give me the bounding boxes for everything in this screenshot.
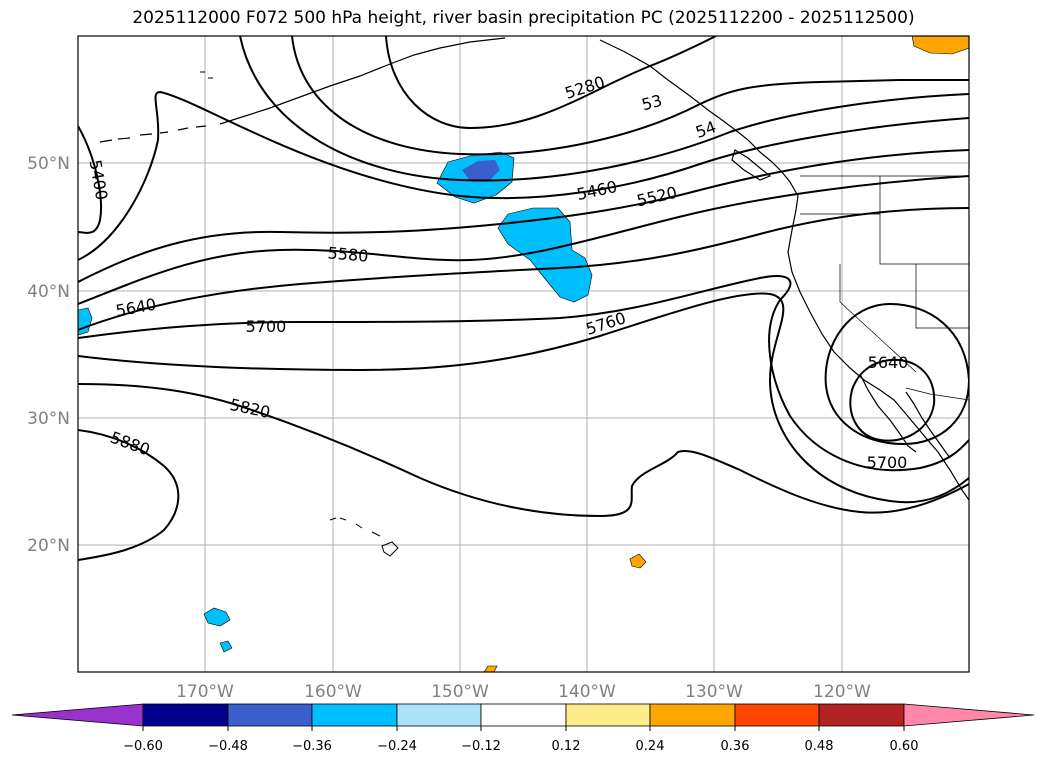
contour-label-5520: 5520	[635, 183, 679, 211]
colorbar-bin-3	[311, 703, 398, 727]
colorbar	[11, 703, 1035, 727]
colorbar-bin-8	[734, 703, 820, 727]
map-frame	[77, 35, 970, 673]
colorbar-under-arrow	[11, 703, 144, 727]
precip-negative-west-edge	[78, 307, 93, 336]
alaska-panhandle-coast	[599, 39, 749, 141]
colorbar-bin-9	[818, 703, 905, 727]
lon-label-130w: 130°W	[685, 682, 743, 702]
precip-negative-south-b	[219, 640, 233, 653]
us-mexico-border	[905, 387, 969, 401]
precip-positive-subtropical	[629, 553, 647, 569]
contour-5760	[78, 292, 969, 504]
northwest-island-cluster	[200, 71, 213, 79]
contour-5640-low	[824, 302, 969, 446]
hawaii-islands	[329, 517, 399, 557]
colorbar-tick-9: 0.48	[805, 739, 834, 754]
colorbar-bin-4	[396, 703, 482, 727]
contour-5700	[78, 275, 969, 472]
state-borders	[800, 176, 969, 373]
north-america-west-coast	[747, 139, 969, 501]
contour-5580	[78, 175, 969, 305]
contour-label-5640-low: 5640	[868, 353, 909, 372]
contour-5400	[239, 36, 969, 182]
contour-5520	[78, 149, 969, 283]
contour-label-5580: 5580	[327, 243, 369, 265]
lat-label-20n: 20°N	[27, 536, 70, 556]
gulf-of-california-coast	[905, 391, 951, 459]
latitude-labels: 50°N 40°N 30°N 20°N	[27, 154, 70, 556]
contour-label-5700: 5700	[246, 317, 287, 336]
contour-5640	[78, 207, 969, 331]
contour-label-5880: 5880	[108, 428, 153, 460]
gridlines	[78, 36, 969, 672]
contour-label-5460: 5460	[575, 177, 619, 204]
aleutian-islands	[99, 125, 207, 143]
colorbar-tick-marks	[142, 726, 905, 731]
precipitation-areas	[78, 36, 969, 672]
contour-label-5700-low: 5700	[867, 453, 908, 472]
colorbar-tick-7: 0.24	[636, 739, 665, 754]
lon-label-170w: 170°W	[176, 682, 234, 702]
precip-negative-south-a	[203, 607, 231, 627]
colorbar-over-arrow	[903, 703, 1035, 727]
contour-label-53: 53	[640, 91, 665, 115]
colorbar-tick-1: −0.60	[123, 739, 163, 754]
map-title: 2025112000 F072 500 hPa height, river ba…	[132, 8, 915, 28]
lon-label-160w: 160°W	[304, 682, 362, 702]
contour-5340	[291, 36, 969, 156]
colorbar-bin-7	[649, 703, 736, 727]
contour-5820	[78, 383, 969, 518]
lon-label-120w: 120°W	[813, 682, 871, 702]
contour-5400-west	[78, 125, 102, 234]
lat-label-40n: 40°N	[27, 282, 70, 302]
colorbar-tick-labels: −0.60 −0.48 −0.36 −0.24 −0.12 0.12 0.24 …	[123, 739, 918, 754]
colorbar-tick-8: 0.36	[721, 739, 750, 754]
contour-5880	[78, 429, 180, 561]
contour-label-5400-west: 5400	[86, 158, 112, 201]
colorbar-tick-6: 0.12	[552, 739, 581, 754]
lat-label-30n: 30°N	[27, 409, 70, 429]
colorbar-tick-10: 0.60	[890, 739, 919, 754]
colorbar-tick-2: −0.48	[208, 739, 248, 754]
colorbar-bin-5	[480, 703, 567, 727]
lon-label-150w: 150°W	[431, 682, 489, 702]
baja-california-coast	[859, 373, 917, 453]
contour-5280	[385, 36, 717, 130]
contour-5580-low	[849, 358, 936, 442]
colorbar-tick-5: −0.12	[461, 739, 501, 754]
contour-5460	[78, 90, 969, 261]
colorbar-bin-1	[142, 703, 229, 727]
lat-label-50n: 50°N	[27, 154, 70, 174]
political-borders	[800, 175, 969, 401]
alaska-peninsula-coast	[219, 37, 506, 125]
precip-negative-central-pacific	[497, 207, 593, 303]
precip-positive-bottom	[483, 665, 498, 672]
longitude-labels: 170°W 160°W 150°W 140°W 130°W 120°W	[176, 682, 871, 702]
contour-label-5640: 5640	[114, 295, 157, 321]
precip-positive-top-right	[911, 36, 969, 55]
colorbar-tick-3: −0.36	[292, 739, 332, 754]
lon-label-140w: 140°W	[558, 682, 616, 702]
colorbar-bin-2	[227, 703, 313, 727]
height-contours	[78, 36, 969, 561]
colorbar-tick-4: −0.24	[377, 739, 417, 754]
vancouver-island	[731, 149, 772, 181]
precip-strong-negative-core	[462, 160, 500, 181]
contour-label-5280: 5280	[563, 72, 608, 103]
coastlines	[99, 37, 969, 501]
colorbar-bin-6	[565, 703, 651, 727]
islands	[200, 71, 399, 557]
